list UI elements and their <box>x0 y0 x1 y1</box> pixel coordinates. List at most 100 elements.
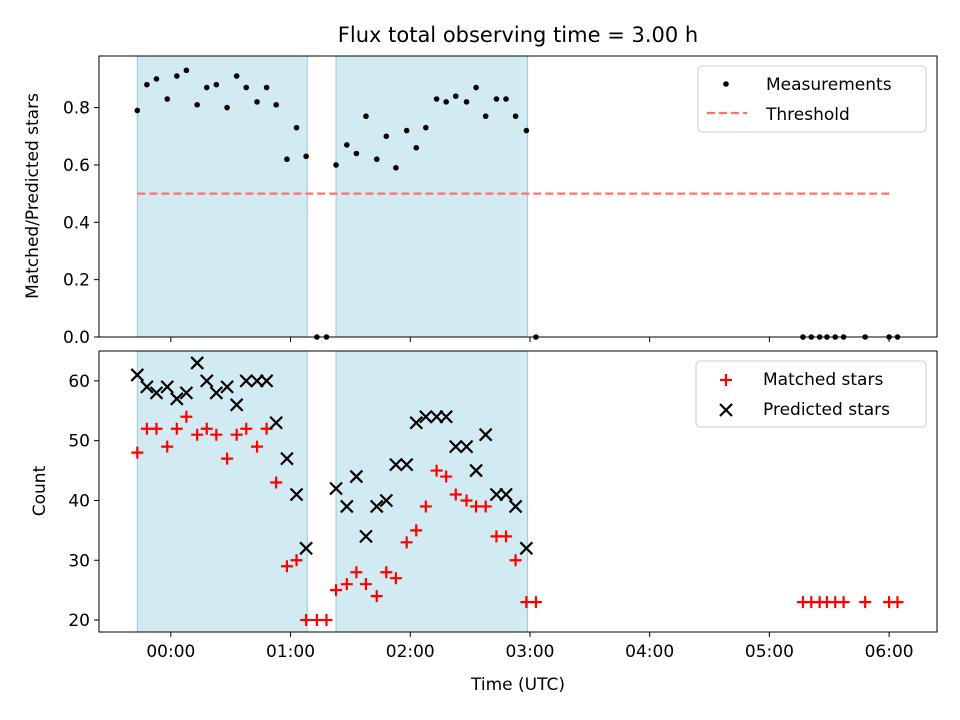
predicted-star-point <box>190 356 204 370</box>
matched-star-point <box>389 572 402 585</box>
top-y-ticks: 0.0 0.2 0.4 0.6 0.8 <box>63 99 99 348</box>
top-y-tick-label-3: 0.6 <box>63 156 90 176</box>
top-x-ticks <box>170 337 890 342</box>
bottom-panel: 20 30 40 50 60 00:00 01:00 02:00 03:00 04:00 05:0… <box>30 350 938 695</box>
measurement-point <box>344 142 350 148</box>
predicted-star-point <box>170 392 184 406</box>
bottom-axes-frame <box>98 350 938 633</box>
matched-star-point <box>131 446 144 459</box>
matched-star-point <box>529 596 542 609</box>
bot-y-tick-label-2: 40 <box>68 491 90 511</box>
predicted-star-point <box>299 541 313 556</box>
measurement-point <box>512 113 519 120</box>
x-tick-label-1: 01:00 <box>266 642 315 662</box>
legend-predicted-marker <box>719 403 733 417</box>
predicted-star-point <box>349 469 364 484</box>
measurement-point <box>153 76 160 82</box>
bot-y-tick-label-0: 20 <box>68 611 90 631</box>
matched-star-point <box>370 590 383 603</box>
matched-star-point <box>859 596 872 609</box>
matched-star-point <box>500 530 513 543</box>
measurement-point <box>134 107 141 114</box>
measurement-point <box>393 165 399 171</box>
measurement-point <box>273 101 279 108</box>
predicted-star-point <box>239 374 254 388</box>
bottom-y-axis-label: Count <box>30 465 50 516</box>
matched-star-point <box>191 428 204 441</box>
top-panel: 0.00.20.40.60.8 Matched/Predicted stars … <box>23 55 938 348</box>
matched-star-point <box>221 452 234 465</box>
measurement-point <box>373 156 380 163</box>
legend-matched-marker <box>720 374 732 386</box>
predicted-stars-points <box>130 356 534 556</box>
predicted-star-point <box>340 499 354 514</box>
top-y-tick-label-4: 0.8 <box>63 99 90 119</box>
matched-star-point <box>891 596 904 609</box>
matched-star-point <box>440 470 453 483</box>
measurement-points <box>134 67 901 340</box>
matched-star-point <box>419 500 432 513</box>
measurement-point <box>503 96 509 102</box>
bottom-y-ticks: 20 30 40 50 60 <box>68 372 99 631</box>
measurement-point <box>284 156 290 163</box>
top-y-axis-label: Matched/Predicted stars <box>23 93 43 299</box>
matched-star-point <box>200 422 213 435</box>
matched-star-point <box>161 440 174 453</box>
predicted-star-point <box>478 427 493 442</box>
matched-star-point <box>170 422 183 435</box>
measurement-point <box>452 93 459 99</box>
predicted-star-point <box>459 439 474 454</box>
legend-measurements-label: Measurements <box>766 75 892 95</box>
matched-star-point <box>837 596 850 609</box>
predicted-star-point <box>140 380 154 394</box>
legend-measurements-marker <box>723 81 729 87</box>
x-axis-label: Time (UTC) <box>470 675 565 695</box>
measurement-point <box>463 99 470 105</box>
bottom-x-ticks: 00:00 01:00 02:00 03:00 04:00 05:00 06:00 <box>146 632 914 662</box>
top-shade-interval-0 <box>136 55 308 338</box>
predicted-star-point <box>389 457 403 472</box>
bot-y-tick-label-3: 50 <box>68 432 90 452</box>
predicted-star-point <box>508 499 523 514</box>
matched-star-point <box>350 566 363 579</box>
measurement-point <box>303 153 309 160</box>
top-legend: Measurements Threshold <box>697 65 927 133</box>
x-tick-label-5: 05:00 <box>745 642 794 662</box>
measurement-point <box>194 101 200 108</box>
bot-y-tick-label-1: 30 <box>68 551 90 571</box>
predicted-star-point <box>329 481 343 496</box>
matched-star-point <box>210 428 223 441</box>
predicted-star-point <box>419 409 433 424</box>
top-shaded-intervals <box>136 55 529 338</box>
predicted-star-point <box>149 386 164 400</box>
measurement-point <box>493 96 500 102</box>
measurement-point <box>224 104 230 111</box>
matched-star-point <box>330 584 343 597</box>
matched-star-point <box>359 578 372 591</box>
measurement-point <box>482 113 489 120</box>
measurement-point <box>383 133 390 140</box>
predicted-star-point <box>220 380 234 394</box>
measurement-point <box>433 96 440 102</box>
bot-y-tick-label-4: 60 <box>68 372 90 392</box>
measurement-point <box>443 99 449 105</box>
matched-star-point <box>430 464 443 477</box>
x-tick-label-4: 04:00 <box>625 642 674 662</box>
predicted-star-point <box>399 457 414 472</box>
matched-star-point <box>290 554 303 567</box>
measurement-point <box>363 113 369 120</box>
measurement-point <box>174 73 180 79</box>
matched-star-point <box>251 440 264 453</box>
measurement-point <box>183 67 190 74</box>
legend-predicted-label: Predicted stars <box>763 400 890 420</box>
top-y-tick-label-2: 0.4 <box>63 213 90 233</box>
legend-matched-label: Matched stars <box>763 370 883 390</box>
measurement-point <box>333 162 339 168</box>
predicted-star-point <box>160 380 175 394</box>
matched-star-point <box>300 614 313 627</box>
matched-star-point <box>410 524 423 537</box>
bottom-legend-box <box>695 360 927 428</box>
matched-star-point <box>320 614 333 627</box>
predicted-star-point <box>448 439 463 454</box>
